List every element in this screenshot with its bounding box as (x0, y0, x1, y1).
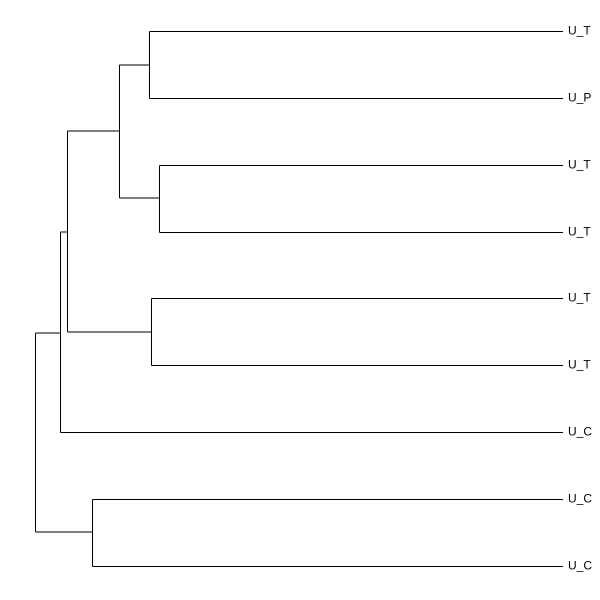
leaf-labels: U_T U_P U_T U_T U_T U_T U_C U_C U_C (568, 24, 592, 573)
branch (60, 231, 563, 433)
branch (151, 298, 563, 366)
leaf-label: U_C (568, 559, 592, 573)
leaf-label: U_T (568, 358, 591, 372)
branch (67, 130, 152, 333)
branch (35, 332, 93, 533)
branch (92, 499, 563, 567)
branch (149, 31, 563, 99)
leaf-label: U_T (568, 158, 591, 172)
leaf-label: U_T (568, 24, 591, 38)
tree-branches (35, 31, 563, 567)
leaf-label: U_T (568, 291, 591, 305)
leaf-label: U_T (568, 225, 591, 239)
leaf-label: U_P (568, 91, 591, 105)
branch (119, 64, 160, 199)
leaf-label: U_C (568, 425, 592, 439)
branch (159, 165, 563, 233)
leaf-label: U_C (568, 492, 592, 506)
